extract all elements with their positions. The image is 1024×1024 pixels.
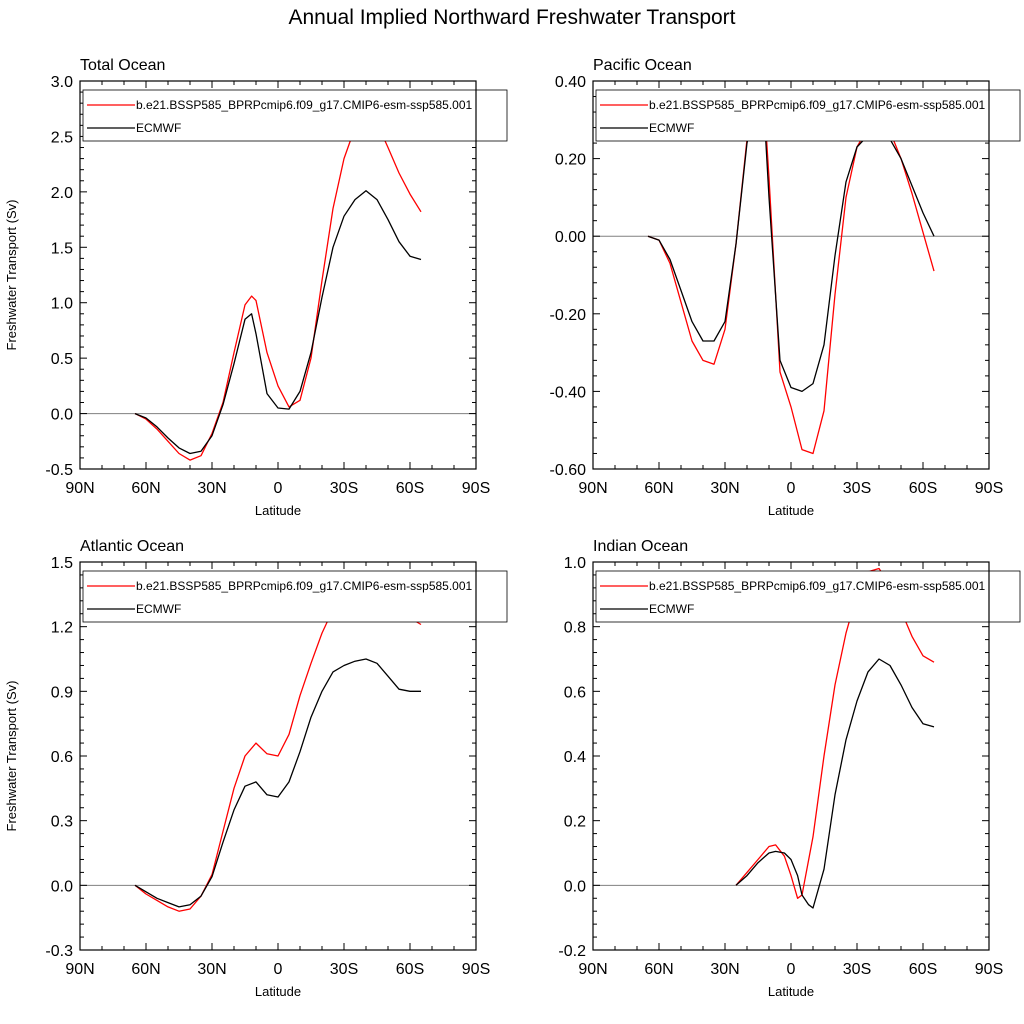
series-line-ecmwf [134, 190, 422, 455]
x-tick-label: 30S [843, 961, 871, 978]
y-tick-label: 0.8 [564, 620, 586, 637]
x-tick-label: 60N [644, 480, 673, 497]
x-tick-label: 30N [710, 480, 739, 497]
y-tick-label: 0.0 [51, 407, 73, 424]
y-tick-label: 0.2 [564, 814, 586, 831]
y-tick-label: 0.4 [564, 749, 586, 766]
y-tick-label: 0.9 [51, 684, 73, 701]
main-title: Annual Implied Northward Freshwater Tran… [288, 6, 736, 29]
y-tick-label: 0.5 [51, 351, 73, 368]
x-tick-label: 90S [462, 480, 490, 497]
legend-label: ECMWF [649, 121, 694, 135]
legend-label: b.e21.BSSP585_BPRPcmip6.f09_g17.CMIP6-es… [649, 579, 986, 593]
x-tick-label: 60N [131, 480, 160, 497]
x-axis-label: Latitude [768, 503, 814, 518]
y-tick-label: 2.0 [51, 185, 73, 202]
chart-panel-4: b.e21.BSSP585_BPRPcmip6.f09_g17.CMIP6-es… [558, 538, 1021, 999]
y-axis-label: Freshwater Transport (Sv) [4, 200, 19, 351]
legend-box [82, 570, 508, 623]
x-tick-label: 60S [396, 480, 424, 497]
x-tick-label: 30S [843, 480, 871, 497]
y-tick-label: 1.0 [51, 296, 73, 313]
y-tick-label: -0.2 [558, 943, 586, 960]
series-line-model [647, 91, 935, 455]
y-tick-label: -0.3 [45, 943, 73, 960]
chart-panel-2: b.e21.BSSP585_BPRPcmip6.f09_g17.CMIP6-es… [550, 57, 1021, 518]
y-tick-label: 0.0 [564, 878, 586, 895]
y-tick-label: 2.5 [51, 129, 73, 146]
legend-label: ECMWF [136, 121, 181, 135]
panel-title: Pacific Ocean [593, 57, 692, 74]
x-tick-label: 30N [197, 480, 226, 497]
x-axis-label: Latitude [255, 984, 301, 999]
legend-box [82, 89, 508, 142]
plot-frame [592, 80, 990, 470]
panel-title: Indian Ocean [593, 538, 688, 555]
legend-box [595, 570, 1021, 623]
x-tick-label: 30S [330, 480, 358, 497]
y-tick-label: -0.40 [550, 384, 587, 401]
x-tick-label: 90N [578, 961, 607, 978]
legend-label: ECMWF [649, 602, 694, 616]
series-line-ecmwf [735, 658, 935, 909]
x-tick-label: 60S [396, 961, 424, 978]
legend-label: ECMWF [136, 602, 181, 616]
series-line-model [134, 576, 422, 912]
chart-panel-1: b.e21.BSSP585_BPRPcmip6.f09_g17.CMIP6-es… [4, 57, 508, 518]
y-tick-label: 1.5 [51, 240, 73, 257]
x-axis-label: Latitude [768, 984, 814, 999]
x-tick-label: 30N [710, 961, 739, 978]
legend-label: b.e21.BSSP585_BPRPcmip6.f09_g17.CMIP6-es… [136, 579, 473, 593]
x-tick-label: 90S [975, 961, 1003, 978]
y-tick-label: 1.5 [51, 555, 73, 572]
x-tick-label: 60N [131, 961, 160, 978]
legend-label: b.e21.BSSP585_BPRPcmip6.f09_g17.CMIP6-es… [136, 98, 473, 112]
x-tick-label: 0 [787, 961, 796, 978]
x-tick-label: 90N [65, 480, 94, 497]
x-tick-label: 30S [330, 961, 358, 978]
x-tick-label: 60S [909, 480, 937, 497]
y-tick-label: -0.60 [550, 462, 587, 479]
legend-label: b.e21.BSSP585_BPRPcmip6.f09_g17.CMIP6-es… [649, 98, 986, 112]
y-tick-label: 0.6 [51, 749, 73, 766]
x-tick-label: 90S [462, 961, 490, 978]
y-tick-label: 1.2 [51, 620, 73, 637]
x-axis-label: Latitude [255, 503, 301, 518]
y-tick-label: 0.40 [555, 74, 586, 91]
x-tick-label: 90N [65, 961, 94, 978]
y-tick-label: -0.20 [550, 307, 587, 324]
x-tick-label: 60S [909, 961, 937, 978]
x-tick-label: 0 [274, 480, 283, 497]
panel-title: Atlantic Ocean [80, 538, 184, 555]
y-tick-label: 0.6 [564, 684, 586, 701]
chart-panel-3: b.e21.BSSP585_BPRPcmip6.f09_g17.CMIP6-es… [4, 538, 508, 999]
y-tick-label: 0.3 [51, 814, 73, 831]
x-tick-label: 0 [787, 480, 796, 497]
x-tick-label: 30N [197, 961, 226, 978]
series-line-ecmwf [134, 658, 421, 908]
plot-frame [79, 561, 477, 951]
y-tick-label: 1.0 [564, 555, 586, 572]
x-tick-label: 90S [975, 480, 1003, 497]
x-tick-label: 0 [274, 961, 283, 978]
x-tick-label: 90N [578, 480, 607, 497]
y-tick-label: 0.20 [555, 152, 586, 169]
panel-title: Total Ocean [80, 57, 165, 74]
y-tick-label: 0.00 [555, 229, 586, 246]
y-tick-label: -0.5 [45, 462, 73, 479]
y-tick-label: 3.0 [51, 74, 73, 91]
plot-frame [79, 80, 477, 470]
legend-box [595, 89, 1021, 142]
y-axis-label: Freshwater Transport (Sv) [4, 681, 19, 832]
y-tick-label: 0.0 [51, 878, 73, 895]
plot-frame [592, 561, 990, 951]
x-tick-label: 60N [644, 961, 673, 978]
